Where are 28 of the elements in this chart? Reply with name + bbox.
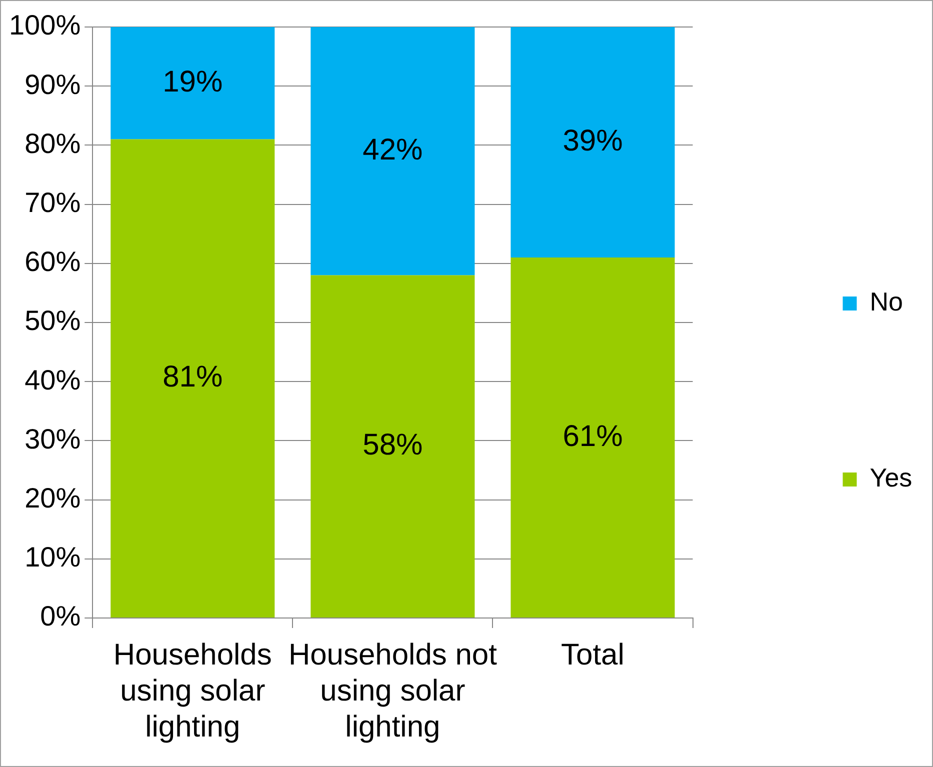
data-label: 42%	[362, 133, 423, 166]
y-tick-label: 70%	[24, 187, 81, 218]
bar	[310, 27, 475, 276]
x-tick-label: Total	[561, 638, 624, 672]
y-tick-label: 100%	[8, 10, 81, 41]
data-label: 58%	[362, 428, 423, 462]
y-tick-label: 20%	[24, 482, 81, 514]
y-tick-label: 80%	[24, 128, 81, 159]
x-tick-label: Households using solar lighting	[113, 638, 272, 744]
data-label: 19%	[162, 65, 223, 98]
y-tick-label: 40%	[24, 364, 81, 396]
y-tick-label: 0%	[40, 600, 81, 632]
y-tick-label: 50%	[24, 305, 81, 336]
bar	[310, 275, 475, 618]
y-tick-label: 60%	[24, 246, 81, 278]
y-tick-label: 90%	[24, 68, 81, 100]
bar	[110, 27, 275, 140]
data-label: 61%	[562, 420, 623, 453]
bar	[110, 139, 275, 618]
y-tick-label: 30%	[24, 423, 81, 454]
bar	[510, 257, 675, 618]
y-tick-label: 10%	[24, 542, 81, 573]
bar	[510, 27, 675, 258]
data-label: 81%	[162, 360, 223, 394]
x-tick-label: Households not using solar lighting	[288, 638, 498, 744]
legend-label: No	[870, 286, 903, 317]
data-label: 39%	[562, 124, 623, 158]
legend-label: Yes	[870, 462, 912, 493]
